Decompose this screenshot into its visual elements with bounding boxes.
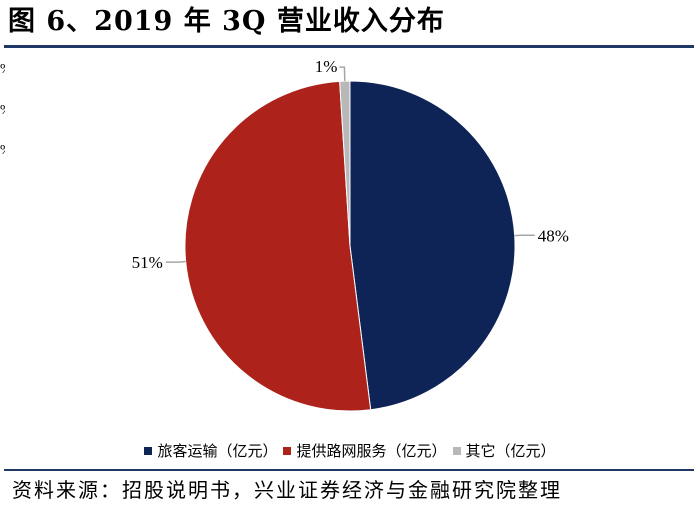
leader-line-2 [339, 66, 346, 82]
data-label-0: 48% [538, 226, 569, 245]
legend-item-0: 旅客运输（亿元） [144, 440, 277, 461]
legend-swatch-1 [283, 447, 292, 455]
legend-label-2: 其它（亿元） [465, 442, 556, 460]
clipped-label-fragment: % [0, 103, 5, 119]
pie-chart: 48% 51% 1% [132, 57, 569, 412]
leader-line-1 [165, 260, 186, 263]
chart-title: 图 6、2019 年 3Q 营业收入分布 [8, 6, 445, 37]
legend-label-1: 提供路网服务（亿元） [296, 442, 447, 460]
legend-label-0: 旅客运输（亿元） [157, 442, 278, 460]
legend-swatch-0 [144, 447, 153, 455]
title-divider [4, 45, 694, 48]
data-label-2: 1% [315, 57, 338, 76]
legend-item-1: 提供路网服务（亿元） [283, 440, 447, 461]
data-label-1: 51% [132, 253, 163, 272]
source-note: 资料来源：招股说明书，兴业证券经济与金融研究院整理 [12, 478, 562, 502]
clipped-label-fragment: % [0, 143, 5, 159]
pie-slice-0 [349, 80, 516, 411]
legend-item-2: 其它（亿元） [452, 440, 556, 461]
clipped-label-fragment: % [0, 62, 5, 78]
legend: 旅客运输（亿元） 提供路网服务（亿元） 其它（亿元） [0, 440, 700, 461]
legend-swatch-2 [452, 447, 461, 455]
source-divider [4, 469, 694, 471]
